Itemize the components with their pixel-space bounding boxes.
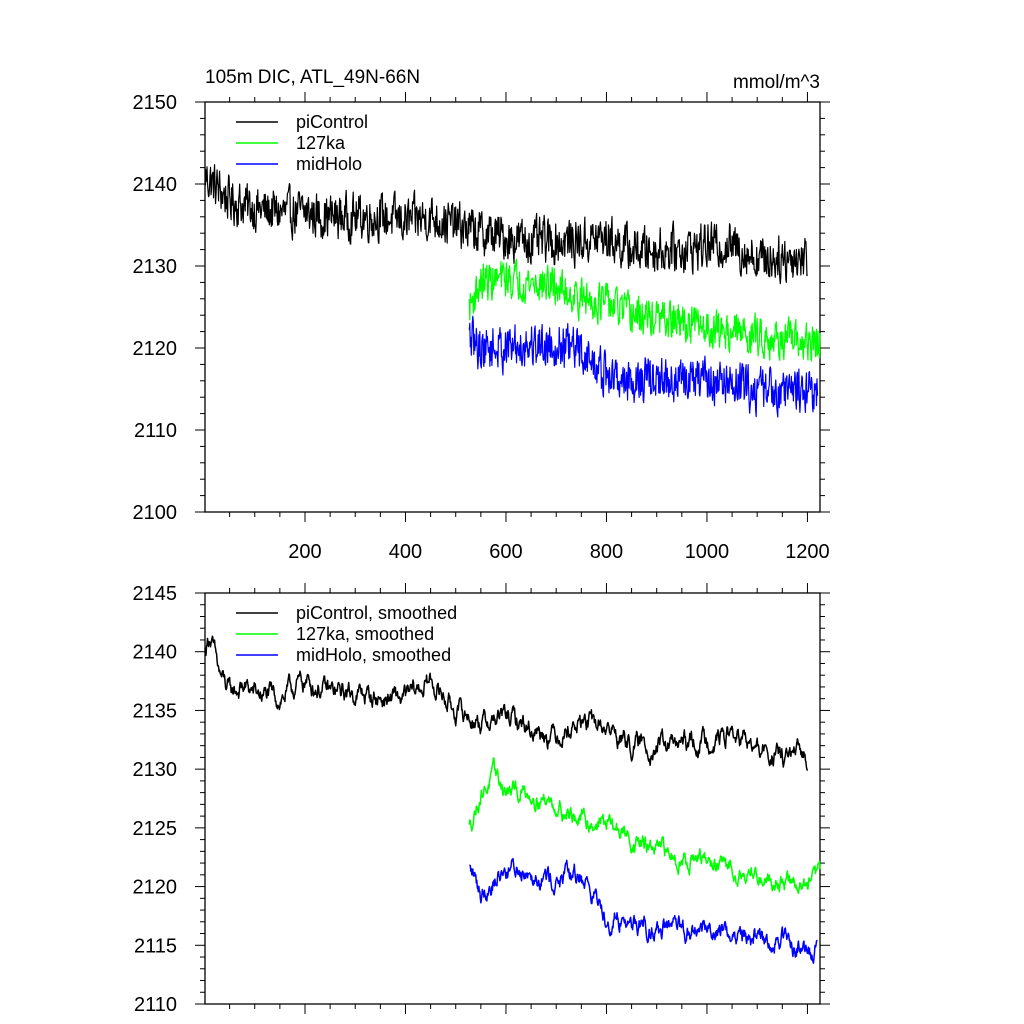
panel-top: 2100 2110 2120 2130 2140 2150 200 400 600 800 1000… <box>133 67 830 563</box>
legend-label: piControl, smoothed <box>296 603 457 623</box>
x-tick-label: 800 <box>590 541 623 563</box>
y-tick-label: 2145 <box>133 583 178 605</box>
y-tick-label: 2120 <box>133 877 178 899</box>
y-tick-label: 2135 <box>133 700 178 722</box>
y-tick-label: 2125 <box>133 818 178 840</box>
series-line-127ka <box>468 757 821 895</box>
y-tick-label: 2120 <box>133 338 178 360</box>
legend-label: piControl <box>296 112 368 132</box>
y-tick-label: 2140 <box>133 174 178 196</box>
y-tick-label: 2110 <box>134 994 177 1016</box>
legend-label: 127ka, smoothed <box>296 624 434 644</box>
chart-title: 105m DIC, ATL_49N-66N <box>205 67 420 88</box>
x-tick-label: 200 <box>288 541 321 563</box>
y-tick-label: 2140 <box>133 642 178 664</box>
x-tick-label: 1200 <box>785 541 830 563</box>
legend-label: midHolo <box>296 154 362 174</box>
y-tick-label: 2110 <box>134 420 177 442</box>
series-line-picontrol <box>204 164 808 285</box>
series-line-127ka <box>468 258 821 362</box>
x-tick-label: 400 <box>389 541 422 563</box>
plot-frame <box>204 592 821 1005</box>
y-tick-label: 2100 <box>133 502 178 524</box>
legend-label: midHolo, smoothed <box>296 645 451 665</box>
y-tick-label: 2150 <box>133 92 178 114</box>
x-tick-label: 600 <box>489 541 522 563</box>
x-tick-label: 1000 <box>685 541 730 563</box>
legend-label: 127ka <box>296 133 346 153</box>
y-tick-label: 2130 <box>133 256 178 278</box>
series-line-midholo <box>469 857 818 964</box>
units-label: mmol/m^3 <box>733 72 820 93</box>
plot-frame <box>204 101 821 513</box>
y-tick-label: 2115 <box>134 935 177 957</box>
y-tick-label: 2130 <box>133 759 178 781</box>
series-line-picontrol <box>204 635 809 771</box>
series-line-midholo <box>468 315 819 418</box>
panel-bottom: 2110 2115 2120 2125 2130 2135 2140 2145 piContro… <box>133 583 830 1016</box>
